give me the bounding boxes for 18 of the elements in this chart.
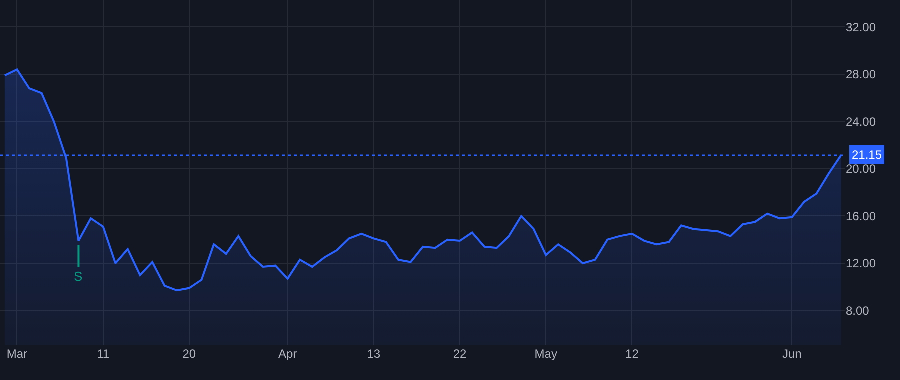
y-tick-label: 24.00 bbox=[846, 114, 876, 129]
y-tick-label: 28.00 bbox=[846, 68, 876, 82]
y-tick-label: 12.00 bbox=[846, 256, 876, 271]
x-tick-label: Apr bbox=[278, 347, 298, 361]
x-tick-label: 12 bbox=[626, 347, 640, 361]
annotation: S bbox=[74, 269, 83, 284]
x-tick-label: 11 bbox=[97, 347, 110, 361]
y-tick-label: 8.00 bbox=[846, 304, 870, 318]
x-tick-label: 13 bbox=[367, 347, 381, 361]
x-tick-label: Jun bbox=[782, 347, 802, 361]
x-tick-label: May bbox=[534, 347, 558, 361]
x-tick-label: 20 bbox=[182, 347, 196, 361]
y-tick-label: 20.00 bbox=[846, 162, 876, 176]
ref-line-label: 21.15 bbox=[852, 148, 882, 162]
y-tick-label: 16.00 bbox=[846, 209, 876, 224]
y-tick-label: 32.00 bbox=[846, 20, 876, 34]
x-tick-label: 22 bbox=[453, 347, 468, 361]
x-tick-label: Mar bbox=[6, 347, 28, 361]
